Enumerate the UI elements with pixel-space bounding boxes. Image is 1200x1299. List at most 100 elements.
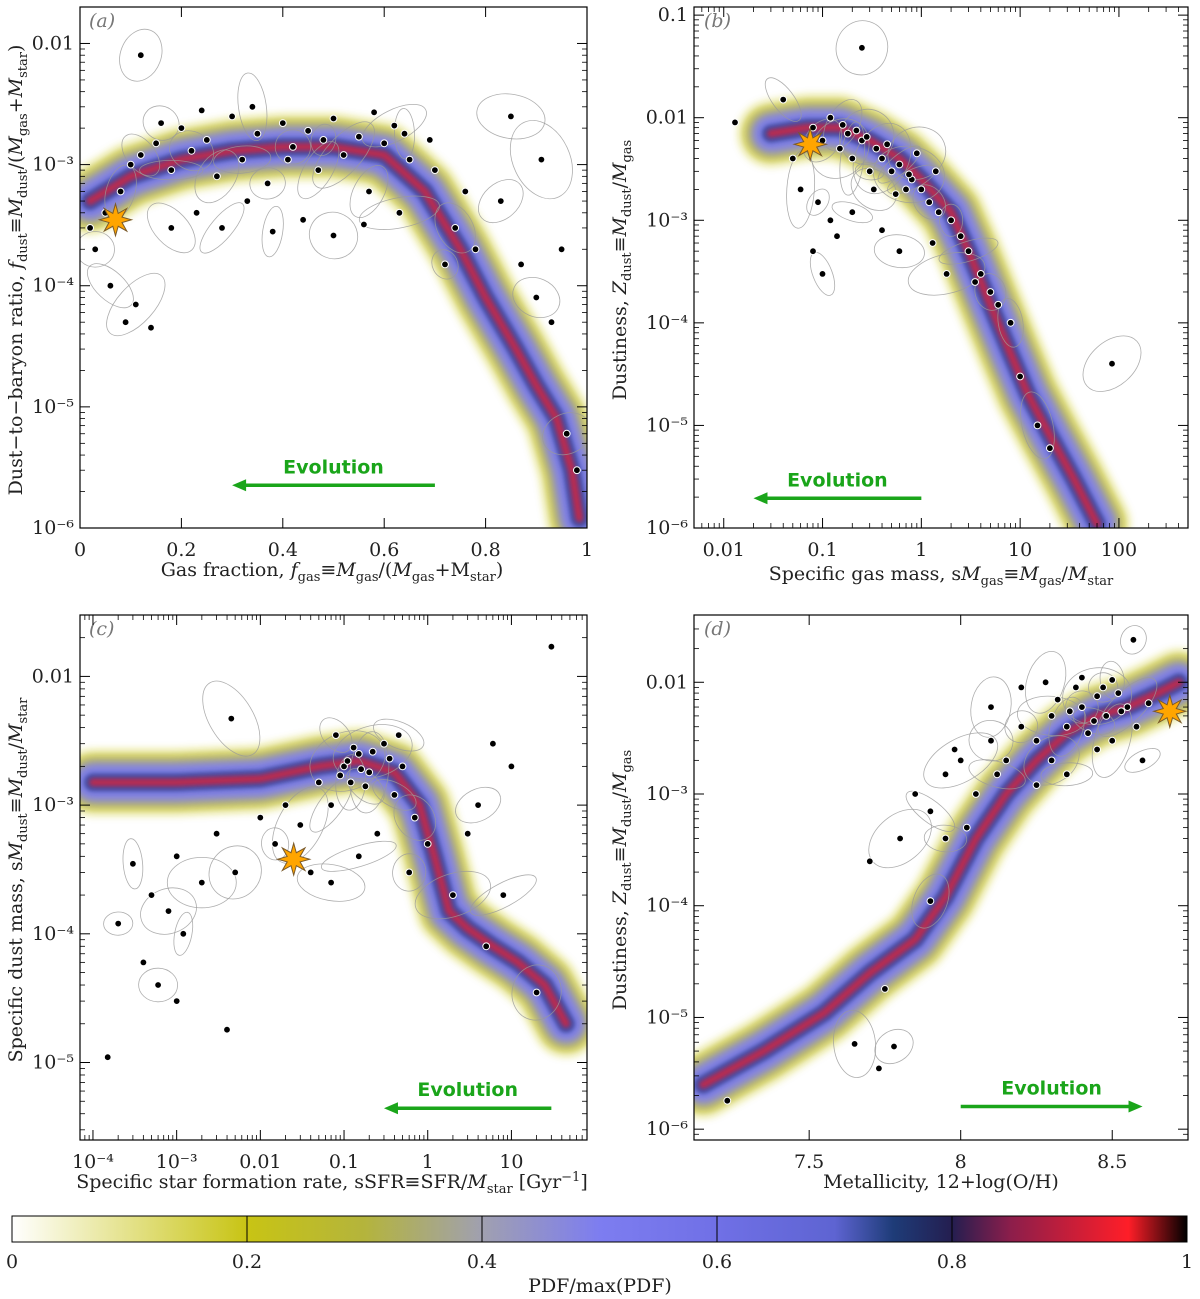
panel-d-data-point — [1032, 781, 1041, 789]
panel-b-y-tick-label: 10⁻⁵ — [646, 414, 688, 436]
panel-c-data-point — [271, 840, 280, 848]
panel-b-data-point — [902, 185, 910, 194]
panel-a-error-ellipse — [80, 231, 115, 268]
panel-c-error-ellipse — [296, 863, 366, 902]
panel-b-data-point — [964, 247, 973, 256]
panel-a-data-point — [537, 155, 546, 164]
panel-a-error-ellipse — [434, 202, 476, 254]
panel-c-error-ellipse — [372, 779, 417, 811]
panel-d-data-point — [1108, 676, 1117, 684]
panel-d-data-point — [1099, 683, 1107, 692]
panel-c-error-ellipse — [122, 838, 144, 890]
panel-c-error-ellipse — [319, 717, 353, 753]
panel-a-error-ellipse — [87, 263, 134, 309]
panel-b-y-tick-label: 10⁻⁶ — [646, 517, 688, 539]
panel-a-error-ellipse — [431, 249, 459, 280]
panel-b-data-point — [843, 129, 852, 138]
panel-a-data-point — [355, 132, 363, 141]
panel-a-data-point — [121, 318, 130, 327]
panel-c-y-tick-label: 10⁻³ — [32, 794, 74, 816]
panel-c-data-point — [296, 821, 305, 829]
panel-c-ylabel: Specific dust mass, sMdust≡Mdust/Mstar — [5, 697, 31, 1063]
panel-a-data-point — [243, 197, 252, 206]
panel-a-x-tick-label: 0.6 — [369, 539, 399, 561]
panel-a-error-ellipse — [394, 108, 415, 160]
panel-d-data-point — [890, 1042, 898, 1051]
panel-c-error-ellipse — [469, 874, 537, 916]
panel-a-data-point — [131, 300, 140, 309]
panel-a-error-ellipse — [199, 202, 245, 254]
panel-a-data-point — [365, 187, 373, 196]
panel-a-x-tick-label: 1 — [581, 539, 593, 561]
panel-b-data-point — [895, 247, 904, 256]
panel-d-data-point — [1093, 745, 1101, 754]
panel-a-data-point — [197, 106, 206, 115]
panel-a-x-tick-label: 0.8 — [470, 539, 500, 561]
panel-a-data-point — [238, 155, 247, 164]
panel-b-data-point — [848, 208, 857, 217]
panel-c-letter: (c) — [89, 618, 114, 640]
panel-d-frame — [693, 614, 1189, 1141]
panel-b: Evolution (b) 0.01 0.1 1 10 100 10⁻⁶ 10⁻⁵ 10⁻⁴… — [609, 4, 1189, 589]
panel-d-data-point — [1041, 678, 1050, 687]
panel-a-data-point — [136, 51, 145, 60]
panel-d-data-point — [1047, 756, 1056, 765]
panel-a-data-point — [471, 245, 480, 254]
panel-d-data-point — [881, 985, 889, 993]
panel-c-data-point — [343, 757, 352, 765]
panel-b-data-point — [852, 126, 861, 135]
panel-b-error-ellipse — [873, 234, 925, 269]
panel-d-data-point — [1108, 736, 1117, 745]
panel-d-y-tick-label: 10⁻⁴ — [646, 895, 688, 917]
panel-c-data-point — [231, 868, 240, 877]
panel-c-reference-star-icon — [275, 841, 312, 878]
panel-b-error-ellipse — [974, 273, 1007, 311]
panel-d-x-tick-label: 7.5 — [794, 1151, 824, 1173]
panel-c-error-ellipse — [320, 840, 397, 872]
panel-a-error-ellipse — [237, 72, 268, 142]
panel-b-density-core — [766, 123, 1101, 528]
panel-a-data-point — [329, 231, 338, 240]
panel-b-data-point — [1033, 421, 1042, 430]
panel-b-data-point — [883, 140, 891, 149]
panel-c-data-point — [346, 778, 355, 787]
panel-d-error-ellipse — [1062, 667, 1132, 726]
panel-a-error-ellipse — [361, 103, 427, 148]
panel-a-error-ellipse — [358, 195, 440, 230]
panel-d-x-tick-label: 8 — [955, 1151, 967, 1173]
panel-a-evolution-arrowhead-icon — [232, 479, 247, 492]
panel-c-evolution-arrowhead-icon — [383, 1102, 398, 1115]
panel-a-error-ellipse — [213, 145, 272, 174]
panel-d-data-point — [723, 1096, 732, 1105]
panel-a-data-point — [289, 143, 297, 151]
panel-b-error-ellipse — [850, 167, 897, 211]
panel-c-data-point — [129, 859, 137, 868]
panel-b-data-point — [858, 43, 866, 52]
panel-a-data-point — [431, 166, 439, 175]
panel-a-data-point — [177, 124, 186, 133]
panel-b-error-ellipse — [912, 184, 946, 220]
panel-c-x-tick-label: 10⁻⁴ — [72, 1151, 114, 1173]
panel-b-data-point — [788, 154, 797, 163]
panel-a-data-point — [461, 187, 470, 196]
panel-c-x-tick-label: 10 — [499, 1151, 523, 1173]
panel-c-error-ellipse — [272, 786, 329, 864]
panel-b-data-point — [872, 144, 881, 153]
panel-c-data-point — [103, 1053, 112, 1062]
panel-c-error-ellipse — [346, 768, 385, 805]
panel-a-y-tick-label: 10⁻⁵ — [32, 396, 74, 418]
panel-c-error-ellipse — [208, 845, 262, 900]
panel-d-error-ellipse — [923, 732, 999, 789]
panel-a-data-point — [507, 112, 515, 121]
panel-b-x-tick-label: 100 — [1101, 539, 1137, 561]
panel-d-error-ellipse — [1099, 660, 1125, 699]
panel-d-data-point — [987, 736, 995, 745]
panel-b-data-point — [1016, 372, 1024, 381]
panel-a-data-point — [329, 114, 338, 123]
panel-a-x-ticks: 0 0.2 0.4 0.6 0.8 1 — [74, 7, 593, 561]
panel-c-data-point — [349, 743, 358, 752]
panel-a-data-point — [304, 126, 313, 135]
panel-b-data-point — [994, 300, 1003, 309]
panel-a-error-ellipse — [312, 121, 375, 189]
